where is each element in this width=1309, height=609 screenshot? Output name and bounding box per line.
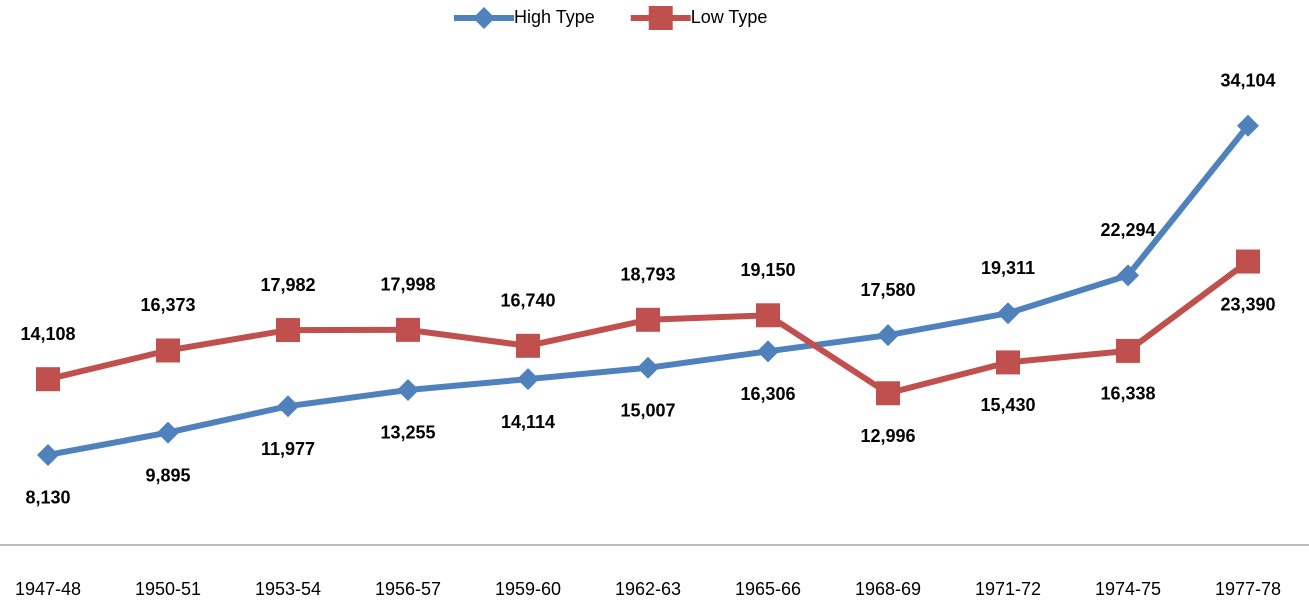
x-tick-label: 1959-60 (495, 579, 561, 599)
data-point (637, 356, 659, 379)
data-point (156, 338, 180, 363)
data-point (517, 368, 539, 391)
data-label: 12,996 (860, 426, 915, 446)
data-label: 15,007 (620, 401, 675, 421)
data-point (636, 307, 660, 332)
data-label: 19,150 (740, 260, 795, 280)
data-point (37, 443, 59, 466)
data-point (1117, 264, 1139, 287)
x-tick-label: 1974-75 (1095, 579, 1161, 599)
data-point (36, 367, 60, 392)
data-label: 15,430 (980, 395, 1035, 415)
data-point (876, 381, 900, 406)
data-point (1116, 338, 1140, 363)
data-label: 8,130 (25, 488, 70, 508)
data-label: 14,114 (501, 412, 555, 432)
data-label: 9,895 (145, 465, 190, 485)
data-label: 19,311 (981, 258, 1035, 278)
x-tick-label: 1947-48 (15, 579, 81, 599)
data-label: 22,294 (1100, 220, 1155, 240)
data-point (1237, 114, 1259, 137)
data-point (397, 378, 419, 401)
data-label: 14,108 (20, 324, 75, 344)
legend-label: High Type (514, 7, 595, 27)
x-tick-label: 1977-78 (1215, 579, 1281, 599)
data-label: 16,306 (740, 384, 795, 404)
data-label: 13,255 (380, 423, 435, 443)
x-tick-label: 1953-54 (255, 579, 321, 599)
data-label: 16,740 (500, 291, 555, 311)
data-point (997, 302, 1019, 325)
data-point (277, 395, 299, 418)
data-point (996, 350, 1020, 375)
data-label: 17,982 (260, 275, 315, 295)
data-point (516, 333, 540, 358)
x-tick-label: 1968-69 (855, 579, 921, 599)
data-point (757, 340, 779, 363)
data-label: 34,104 (1220, 70, 1275, 90)
data-point (396, 317, 420, 342)
legend-label: Low Type (691, 7, 768, 27)
x-tick-label: 1962-63 (615, 579, 681, 599)
x-tick-label: 1965-66 (735, 579, 801, 599)
x-tick-label: 1971-72 (975, 579, 1041, 599)
data-label: 18,793 (620, 265, 675, 285)
data-point (157, 421, 179, 444)
data-label: 23,390 (1220, 294, 1275, 314)
data-point (276, 318, 300, 343)
data-point (756, 303, 780, 328)
x-tick-label: 1956-57 (375, 579, 441, 599)
data-label: 17,580 (860, 280, 915, 300)
legend-marker (473, 7, 495, 29)
data-label: 11,977 (261, 439, 315, 459)
data-label: 17,998 (380, 275, 435, 295)
data-point (877, 324, 899, 347)
legend-marker (648, 6, 673, 30)
x-tick-label: 1950-51 (135, 579, 201, 599)
data-point (1236, 249, 1260, 274)
data-label: 16,373 (140, 295, 195, 315)
data-label: 16,338 (1100, 384, 1155, 404)
